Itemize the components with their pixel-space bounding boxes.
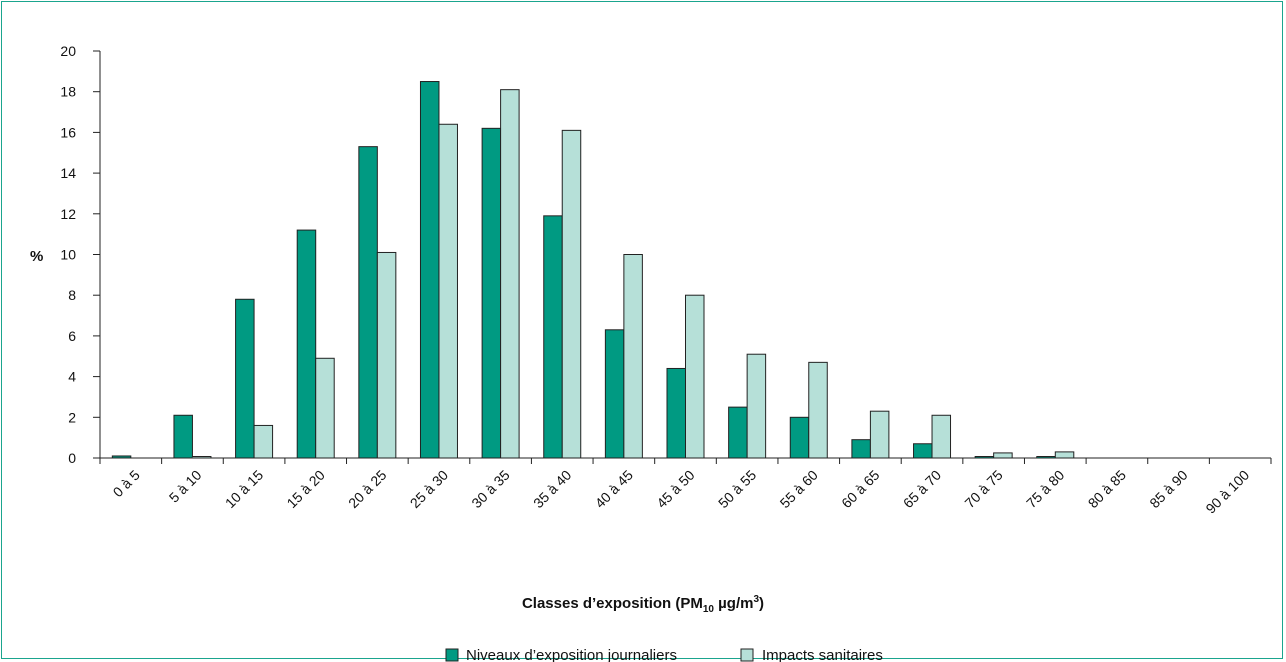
x-tick-label: 50 à 55	[715, 467, 759, 511]
legend-swatch-series-1	[445, 648, 459, 662]
bar-niveaux	[851, 439, 871, 459]
x-tick-label: 60 à 65	[838, 467, 882, 511]
y-tick-label: 2	[68, 409, 76, 425]
bar-impacts	[561, 129, 582, 459]
y-axis-label: %	[30, 248, 43, 265]
x-axis-label-suffix: )	[759, 595, 764, 612]
bar-niveaux	[789, 416, 810, 459]
bar-niveaux	[666, 367, 686, 459]
x-tick-label: 35 à 40	[530, 467, 574, 511]
bar-impacts	[685, 294, 705, 459]
legend-swatch-series-2	[740, 648, 754, 662]
bar-impacts	[1054, 451, 1075, 459]
x-tick-label: 20 à 25	[345, 467, 389, 511]
legend-label-series-2: Impacts sanitaires	[762, 647, 883, 662]
bar-niveaux	[728, 406, 748, 459]
y-tick-label: 18	[60, 84, 76, 100]
bar-impacts	[993, 452, 1013, 459]
x-tick-label: 5 à 10	[166, 467, 205, 506]
x-axis-label-prefix: Classes d’exposition (PM	[522, 595, 703, 612]
bar-impacts	[438, 123, 458, 459]
x-tick-label: 75 à 80	[1023, 467, 1067, 511]
x-tick-label: 25 à 30	[407, 467, 451, 511]
bar-impacts	[808, 361, 828, 459]
bar-niveaux	[974, 456, 995, 459]
x-tick-label: 55 à 60	[777, 467, 821, 511]
bar-impacts	[191, 456, 212, 459]
chart-bars	[111, 81, 1075, 459]
x-tick-label: 15 à 20	[283, 467, 327, 511]
x-axis-label-middle: µg/m	[714, 595, 753, 612]
bar-niveaux	[913, 443, 933, 459]
bar-niveaux	[543, 215, 563, 459]
x-tick-label: 65 à 70	[900, 467, 944, 511]
x-tick-label: 80 à 85	[1085, 467, 1129, 511]
bar-niveaux	[111, 455, 132, 459]
y-tick-label: 14	[60, 165, 76, 181]
bar-impacts	[376, 251, 397, 459]
bar-niveaux	[1036, 456, 1056, 459]
y-tick-label: 10	[60, 247, 76, 263]
x-tick-label: 90 à 100	[1202, 467, 1252, 517]
y-tick-label: 20	[60, 43, 76, 59]
x-tick-label: 45 à 50	[653, 467, 697, 511]
x-axis-label-subscript: 10	[703, 604, 715, 615]
x-axis-label-superscript: 3	[753, 594, 759, 605]
y-tick-label: 6	[68, 328, 76, 344]
bar-niveaux	[173, 414, 193, 459]
x-tick-label: 10 à 15	[222, 467, 266, 511]
legend-label-series-1: Niveaux d’exposition journaliers	[466, 647, 677, 662]
bar-niveaux	[419, 81, 440, 459]
y-tick-label: 12	[60, 206, 76, 222]
x-tick-label: 30 à 35	[468, 467, 512, 511]
bar-impacts	[623, 254, 643, 459]
bar-impacts	[500, 89, 520, 459]
bar-niveaux	[604, 329, 625, 459]
bar-impacts	[315, 357, 335, 459]
y-tick-label: 0	[68, 450, 76, 466]
bar-niveaux	[481, 127, 502, 459]
bar-impacts	[931, 414, 952, 459]
x-tick-label: 70 à 75	[961, 467, 1005, 511]
x-tick-label: 0 à 5	[110, 467, 143, 500]
bar-impacts	[869, 410, 890, 459]
y-tick-label: 4	[68, 369, 76, 385]
y-tick-label: 16	[60, 124, 76, 140]
y-tick-label: 8	[68, 287, 76, 303]
bar-impacts	[746, 353, 767, 459]
x-tick-label: 85 à 90	[1146, 467, 1190, 511]
bar-niveaux	[358, 146, 378, 459]
x-tick-label: 40 à 45	[592, 467, 636, 511]
bar-impacts	[253, 424, 274, 459]
bar-niveaux	[235, 298, 255, 459]
x-axis-label: Classes d’exposition (PM10 µg/m3)	[522, 594, 764, 615]
bar-niveaux	[296, 229, 317, 459]
chart-legend: Niveaux d’exposition journaliers Impacts…	[445, 647, 883, 662]
